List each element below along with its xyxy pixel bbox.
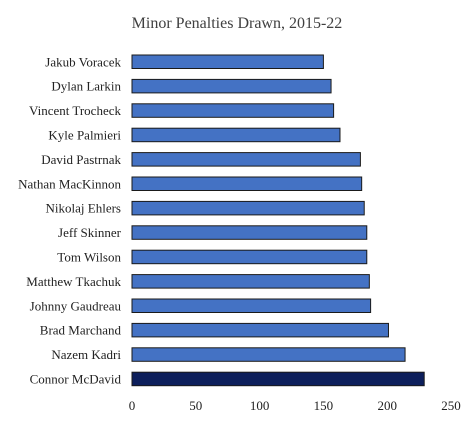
bar-nikolaj-ehlers [131, 200, 365, 216]
bar-connor-mcdavid [131, 371, 425, 387]
x-tick-label: 200 [377, 398, 397, 413]
bar-nazem-kadri [131, 347, 406, 362]
category-label: Vincent Trocheck [29, 103, 122, 118]
category-label: Connor McDavid [30, 371, 122, 386]
x-tick-label: 50 [189, 398, 202, 413]
bar-johnny-gaudreau [131, 298, 372, 313]
bar-dylan-larkin [131, 78, 332, 94]
category-label: Kyle Palmieri [48, 127, 121, 142]
bar-david-pastrnak [131, 152, 361, 167]
category-label: Nikolaj Ehlers [46, 201, 121, 216]
x-tick-label: 150 [314, 398, 334, 413]
category-label: Nathan MacKinnon [18, 176, 121, 191]
bar-tom-wilson [131, 249, 368, 265]
bar-jeff-skinner [131, 225, 368, 240]
category-labels: Jakub Voracek Dylan Larkin Vincent Trochec… [18, 54, 122, 386]
category-label: Jakub Voracek [45, 54, 121, 69]
category-label: Johnny Gaudreau [30, 298, 122, 313]
bar-brad-marchand [131, 322, 389, 338]
category-label: David Pastrnak [41, 152, 121, 167]
bar-matthew-tkachuk [131, 274, 370, 289]
category-label: Brad Marchand [40, 323, 122, 338]
bar-nathan-mackinnon [131, 176, 363, 191]
bars-group [131, 54, 425, 387]
x-tick-label: 250 [441, 398, 461, 413]
category-label: Matthew Tkachuk [26, 274, 121, 289]
chart-title: Minor Penalties Drawn, 2015-22 [132, 15, 343, 32]
x-axis-ticks: 0 50 100 150 200 250 [129, 398, 461, 413]
category-label: Dylan Larkin [51, 79, 121, 94]
bar-jakub-voracek [131, 54, 324, 69]
bar-kyle-palmieri [131, 127, 341, 143]
x-tick-label: 0 [129, 398, 136, 413]
x-tick-label: 100 [250, 398, 270, 413]
category-label: Nazem Kadri [51, 347, 121, 362]
category-label: Jeff Skinner [58, 225, 122, 240]
category-label: Tom Wilson [57, 249, 121, 264]
bar-vincent-trocheck [131, 103, 335, 118]
